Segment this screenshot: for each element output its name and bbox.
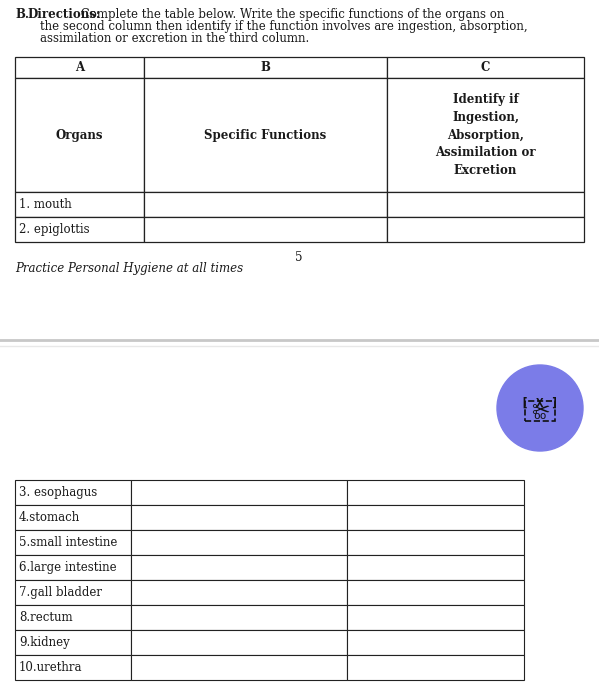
Bar bbox=[387, 57, 584, 78]
Bar bbox=[15, 480, 131, 505]
Bar bbox=[15, 555, 131, 580]
Circle shape bbox=[497, 365, 583, 451]
Text: Organs: Organs bbox=[56, 129, 103, 141]
Bar bbox=[525, 401, 555, 421]
Text: oo: oo bbox=[533, 411, 547, 421]
Bar bbox=[131, 555, 347, 580]
Text: 7.gall bladder: 7.gall bladder bbox=[19, 586, 102, 599]
Text: Specific Functions: Specific Functions bbox=[204, 129, 326, 141]
Bar bbox=[15, 580, 131, 605]
Text: B.: B. bbox=[15, 8, 29, 21]
Bar bbox=[131, 605, 347, 630]
Bar bbox=[347, 555, 524, 580]
Bar bbox=[347, 530, 524, 555]
Bar bbox=[347, 605, 524, 630]
Text: 5: 5 bbox=[295, 251, 302, 264]
Text: 5.small intestine: 5.small intestine bbox=[19, 536, 117, 549]
Bar bbox=[347, 630, 524, 655]
Text: Directions:: Directions: bbox=[27, 8, 100, 21]
Text: ✂: ✂ bbox=[531, 401, 549, 421]
Text: B: B bbox=[261, 61, 270, 74]
Bar bbox=[144, 57, 387, 78]
Text: A: A bbox=[75, 61, 84, 74]
Text: the second column then identify if the function involves are ingestion, absorpti: the second column then identify if the f… bbox=[40, 20, 528, 33]
Bar bbox=[347, 580, 524, 605]
Bar bbox=[15, 530, 131, 555]
Bar bbox=[387, 78, 584, 192]
Bar bbox=[15, 217, 144, 242]
Bar bbox=[347, 655, 524, 680]
Bar bbox=[131, 580, 347, 605]
Text: 6.large intestine: 6.large intestine bbox=[19, 561, 117, 574]
Bar bbox=[15, 630, 131, 655]
Text: [ X ]: [ X ] bbox=[521, 396, 559, 410]
Bar bbox=[387, 217, 584, 242]
Text: 8.rectum: 8.rectum bbox=[19, 611, 72, 624]
Bar bbox=[131, 655, 347, 680]
Bar bbox=[15, 605, 131, 630]
Bar bbox=[15, 57, 144, 78]
Text: Complete the table below. Write the specific functions of the organs on: Complete the table below. Write the spec… bbox=[77, 8, 504, 21]
Bar bbox=[15, 192, 144, 217]
Bar bbox=[131, 505, 347, 530]
Bar bbox=[347, 480, 524, 505]
Bar bbox=[131, 480, 347, 505]
Bar bbox=[347, 505, 524, 530]
Bar bbox=[144, 217, 387, 242]
Text: 4.stomach: 4.stomach bbox=[19, 511, 80, 524]
Bar bbox=[15, 78, 144, 192]
Bar bbox=[131, 530, 347, 555]
Bar bbox=[131, 630, 347, 655]
Text: Practice Personal Hygiene at all times: Practice Personal Hygiene at all times bbox=[15, 262, 243, 275]
Text: C: C bbox=[481, 61, 490, 74]
Text: 1. mouth: 1. mouth bbox=[19, 198, 72, 211]
Text: assimilation or excretion in the third column.: assimilation or excretion in the third c… bbox=[40, 32, 309, 45]
Bar bbox=[15, 655, 131, 680]
Bar bbox=[387, 192, 584, 217]
Bar bbox=[15, 505, 131, 530]
Text: 3. esophagus: 3. esophagus bbox=[19, 486, 97, 499]
Bar bbox=[144, 78, 387, 192]
Bar bbox=[144, 192, 387, 217]
Text: 10.urethra: 10.urethra bbox=[19, 661, 83, 674]
Text: 9.kidney: 9.kidney bbox=[19, 636, 69, 649]
Text: Identify if
Ingestion,
Absorption,
Assimilation or
Excretion: Identify if Ingestion, Absorption, Assim… bbox=[435, 92, 536, 178]
Text: 2. epiglottis: 2. epiglottis bbox=[19, 223, 90, 236]
